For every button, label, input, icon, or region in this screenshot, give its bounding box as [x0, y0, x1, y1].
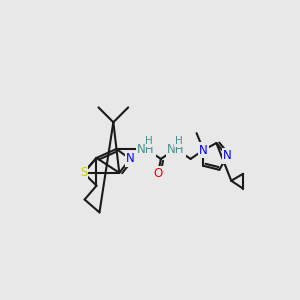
Text: N: N: [199, 143, 208, 157]
Text: S: S: [80, 166, 87, 179]
Text: H: H: [175, 136, 183, 146]
Text: O: O: [153, 167, 163, 180]
Text: H: H: [145, 136, 153, 146]
Text: NH: NH: [137, 142, 155, 155]
Text: N: N: [126, 152, 135, 165]
Text: NH: NH: [167, 142, 184, 155]
Text: N: N: [223, 149, 232, 162]
